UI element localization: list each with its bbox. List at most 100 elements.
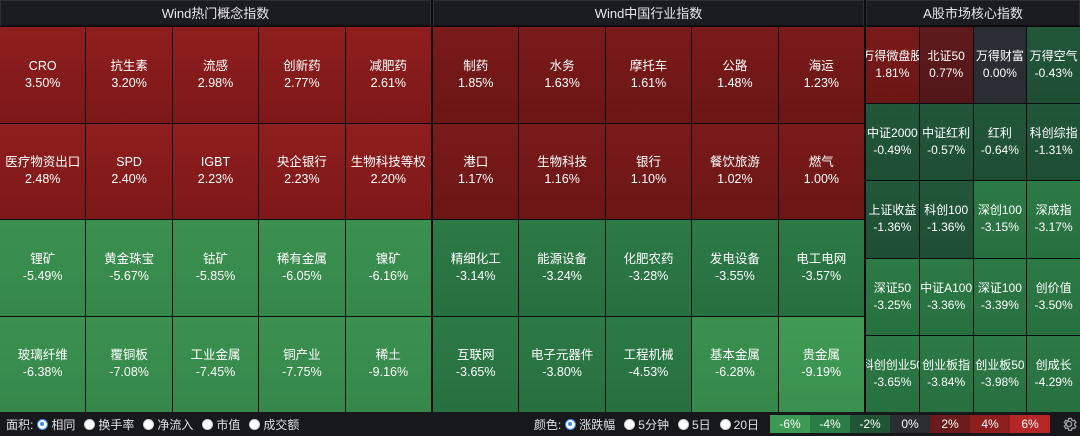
- radio-button-icon[interactable]: [202, 418, 214, 430]
- radio-button-icon[interactable]: [143, 418, 155, 430]
- heatmap-tile[interactable]: 红利 -0.64%: [973, 104, 1027, 181]
- heatmap-tile[interactable]: 流感 2.98%: [172, 27, 259, 123]
- heatmap-tile[interactable]: 医疗物资出口 2.48%: [0, 123, 86, 219]
- tile-name: 锂矿: [30, 251, 56, 266]
- heatmap-tile[interactable]: 精细化工 -3.14%: [433, 220, 519, 316]
- heatmap-tile[interactable]: CRO 3.50%: [0, 27, 86, 123]
- heatmap-tile[interactable]: 摩托车 1.61%: [605, 27, 692, 123]
- heatmap-tile[interactable]: 北证50 0.77%: [919, 27, 973, 104]
- heatmap-tile[interactable]: 电子元器件 -3.80%: [519, 316, 605, 412]
- heatmap-tile[interactable]: 海运 1.23%: [778, 27, 864, 123]
- radio-option[interactable]: 换手率: [84, 416, 134, 433]
- heatmap-tile[interactable]: 能源设备 -3.24%: [519, 220, 605, 316]
- heatmap-tile[interactable]: 创业板指 -3.84%: [919, 335, 973, 412]
- heatmap-tile[interactable]: SPD 2.40%: [86, 123, 172, 219]
- heatmap-tile[interactable]: 央企银行 2.23%: [259, 123, 345, 219]
- heatmap-tile[interactable]: 工业金属 -7.45%: [172, 316, 259, 412]
- heatmap-tile[interactable]: 上证收益 -1.36%: [866, 181, 919, 258]
- tile-change: 1.17%: [457, 172, 494, 187]
- heatmap-tile[interactable]: 深证100 -3.39%: [973, 258, 1027, 335]
- tile-name: 央企银行: [276, 155, 327, 170]
- tile-name: 创业板指: [922, 357, 971, 372]
- tile-name: SPD: [116, 155, 142, 170]
- tile-name: 电工电网: [796, 251, 847, 266]
- tile-name: 深证100: [977, 280, 1022, 295]
- radio-button-icon[interactable]: [624, 418, 636, 430]
- heatmap-tile[interactable]: 抗生素 3.20%: [86, 27, 172, 123]
- heatmap-tile[interactable]: 万得财富 0.00%: [973, 27, 1027, 104]
- heatmap-tile[interactable]: 镍矿 -6.16%: [345, 220, 431, 316]
- radio-button-icon[interactable]: [719, 418, 731, 430]
- heatmap-tile[interactable]: 中证A100 -3.36%: [919, 258, 973, 335]
- heatmap-tile[interactable]: 生物科技等权 2.20%: [345, 123, 431, 219]
- heatmap-tile[interactable]: 创业板50 -3.98%: [973, 335, 1027, 412]
- tile-change: 2.20%: [370, 172, 407, 187]
- radio-option[interactable]: 净流入: [143, 416, 193, 433]
- heatmap-tile[interactable]: 万得空气 -0.43%: [1027, 27, 1080, 104]
- tile-name: 创业板50: [975, 357, 1025, 372]
- heatmap-tile[interactable]: 公路 1.48%: [692, 27, 778, 123]
- radio-option[interactable]: 20日: [719, 416, 759, 433]
- radio-button-icon[interactable]: [565, 418, 577, 430]
- radio-option[interactable]: 市值: [202, 416, 240, 433]
- heatmap-tile[interactable]: 钴矿 -5.85%: [172, 220, 259, 316]
- heatmap-tile[interactable]: 基本金属 -6.28%: [692, 316, 778, 412]
- heatmap-tile[interactable]: 餐饮旅游 1.02%: [692, 123, 778, 219]
- tile-name: 深创100: [977, 203, 1022, 218]
- heatmap-tile[interactable]: 工程机械 -4.53%: [605, 316, 692, 412]
- radio-option[interactable]: 5日: [677, 416, 711, 433]
- heatmap-tile[interactable]: 深成指 -3.17%: [1027, 181, 1080, 258]
- heatmap-tile[interactable]: 稀土 -9.16%: [345, 316, 431, 412]
- heatmap-tile[interactable]: 科创100 -1.36%: [919, 181, 973, 258]
- tile-change: 3.20%: [111, 75, 147, 90]
- radio-option[interactable]: 5分钟: [624, 416, 669, 433]
- heatmap-tile[interactable]: 电工电网 -3.57%: [778, 220, 864, 316]
- heatmap-tile[interactable]: 玻璃纤维 -6.38%: [0, 316, 86, 412]
- heatmap-tile[interactable]: 万得微盘股 1.81%: [866, 27, 919, 104]
- gear-icon[interactable]: [1058, 413, 1080, 435]
- radio-button-icon[interactable]: [677, 418, 689, 430]
- heatmap-tile[interactable]: 创新药 2.77%: [259, 27, 345, 123]
- core-heatmap: 万得微盘股 1.81% 北证50 0.77% 万得财富 0.00% 万得空气 -0.43% 中证…: [866, 27, 1080, 412]
- heatmap-tile[interactable]: 港口 1.17%: [433, 123, 519, 219]
- heatmap-tile[interactable]: 科创综指 -1.31%: [1027, 104, 1080, 181]
- radio-button-icon[interactable]: [249, 418, 261, 430]
- heatmap-tile[interactable]: 创价值 -3.50%: [1027, 258, 1080, 335]
- heatmap-tile[interactable]: 制药 1.85%: [433, 27, 519, 123]
- tile-name: 镍矿: [375, 251, 401, 266]
- tile-name: 覆铜板: [110, 348, 148, 363]
- tile-change: -7.08%: [109, 365, 149, 380]
- radio-button-icon[interactable]: [37, 418, 49, 430]
- heatmap-tile[interactable]: 中证红利 -0.57%: [919, 104, 973, 181]
- heatmap-tile[interactable]: 燃气 1.00%: [778, 123, 864, 219]
- heatmap-tile[interactable]: 互联网 -3.65%: [433, 316, 519, 412]
- radio-option[interactable]: 涨跌幅: [565, 416, 615, 433]
- heatmap-tile[interactable]: 银行 1.10%: [605, 123, 692, 219]
- heatmap-tile[interactable]: 中证2000 -0.49%: [866, 104, 919, 181]
- heatmap-tile[interactable]: 减肥药 2.61%: [345, 27, 431, 123]
- tile-change: -4.53%: [628, 365, 669, 380]
- heatmap-tile[interactable]: 稀有金属 -6.05%: [259, 220, 345, 316]
- heatmap-tile[interactable]: 创成长 -4.29%: [1027, 335, 1080, 412]
- heatmap-tile[interactable]: IGBT 2.23%: [172, 123, 259, 219]
- heatmap-tile[interactable]: 铜产业 -7.75%: [259, 316, 345, 412]
- heatmap-tile[interactable]: 发电设备 -3.55%: [692, 220, 778, 316]
- tile-name: 万得财富: [975, 49, 1024, 64]
- heatmap-tile[interactable]: 覆铜板 -7.08%: [86, 316, 172, 412]
- heatmap-tile[interactable]: 黄金珠宝 -5.67%: [86, 220, 172, 316]
- heatmap-tile[interactable]: 深创100 -3.15%: [973, 181, 1027, 258]
- heatmap-tile[interactable]: 水务 1.63%: [519, 27, 605, 123]
- heatmap-tile[interactable]: 科创创业50 -3.65%: [866, 335, 919, 412]
- heatmap-tile[interactable]: 深证50 -3.25%: [866, 258, 919, 335]
- heatmap-tile[interactable]: 锂矿 -5.49%: [0, 220, 86, 316]
- tile-change: -3.84%: [927, 374, 966, 389]
- radio-button-icon[interactable]: [84, 418, 96, 430]
- radio-option[interactable]: 成交额: [249, 416, 299, 433]
- heatmap-tile[interactable]: 化肥农药 -3.28%: [605, 220, 692, 316]
- tile-change: -1.36%: [873, 220, 912, 235]
- tile-name: 创新药: [283, 58, 321, 73]
- radio-option[interactable]: 相同: [37, 416, 75, 433]
- heatmap-tile[interactable]: 生物科技 1.16%: [519, 123, 605, 219]
- color-legend: -6% -4% -2% 0% 2% 4% 6%: [770, 415, 1050, 433]
- heatmap-tile[interactable]: 贵金属 -9.19%: [778, 316, 864, 412]
